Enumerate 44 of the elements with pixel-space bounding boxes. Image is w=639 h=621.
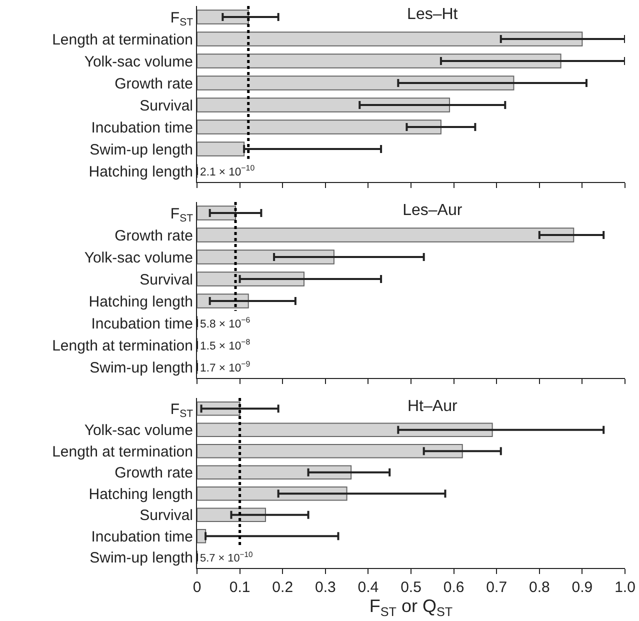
y-tick-label: Length at termination [52, 337, 193, 354]
y-tick-label: Incubation time [91, 119, 193, 136]
y-tick-label: Survival [140, 97, 193, 114]
data-label: 1.5 × 10$^{−8}$ [200, 338, 251, 352]
x-tick-label: 0.5 [400, 579, 422, 596]
y-tick-label: Incubation time [91, 528, 193, 546]
chart-title: Ht–Aur [408, 398, 458, 415]
y-tick-label: Hatching length [88, 163, 193, 180]
x-tick-label: 0.3 [314, 579, 336, 596]
y-tick-label: F$_{ST}$ [170, 205, 194, 224]
y-tick-label: F$_{ST}$ [170, 400, 194, 420]
y-tick-label: Growth rate [114, 75, 193, 92]
x-tick-label: 0.8 [528, 579, 550, 596]
y-tick-label: Swim-up length [90, 550, 193, 567]
x-tick-label: 0.9 [572, 579, 593, 596]
x-tick-label: 0.4 [358, 579, 379, 596]
y-tick-label: Swim-up length [90, 141, 193, 158]
y-tick-label: F$_{ST}$ [170, 9, 194, 28]
y-tick-label: Hatching length [88, 486, 193, 503]
y-tick-label: Yolk-sac volume [84, 249, 193, 266]
x-axis-title: F$_{ST}$ or Q$_{ST}$ [369, 596, 453, 619]
chart-title: Les–Ht [407, 6, 458, 23]
x-tick-label: 0.7 [486, 579, 508, 596]
x-tick-label: 0.1 [229, 579, 250, 596]
y-tick-label: Length at termination [52, 443, 193, 460]
y-tick-label: Growth rate [114, 227, 193, 244]
y-tick-label: Growth rate [114, 464, 193, 482]
chart-title: Les–Aur [402, 202, 463, 219]
x-tick-label: 0.6 [443, 579, 464, 596]
x-tick-label: 1.0 [614, 579, 636, 596]
x-tick-label: 0 [192, 579, 202, 596]
y-tick-label: Survival [140, 271, 193, 288]
y-tick-label: Survival [140, 507, 193, 524]
data-label: 1.7 × 10$^{−9}$ [200, 360, 251, 374]
y-tick-label: Hatching length [88, 293, 193, 310]
data-label: 5.8 × 10$^{−6}$ [200, 316, 251, 330]
y-tick-label: Yolk-sac volume [84, 422, 193, 440]
y-tick-label: Swim-up length [90, 359, 193, 376]
data-label: 2.1 × 10$^{−10}$ [200, 164, 256, 178]
y-tick-label: Length at termination [52, 31, 193, 48]
y-tick-label: Yolk-sac volume [84, 53, 193, 70]
data-label: 5.7 × 10$^{−10}$ [200, 550, 253, 565]
y-tick-label: Incubation time [91, 315, 193, 332]
x-tick-label: 0.2 [272, 579, 294, 596]
